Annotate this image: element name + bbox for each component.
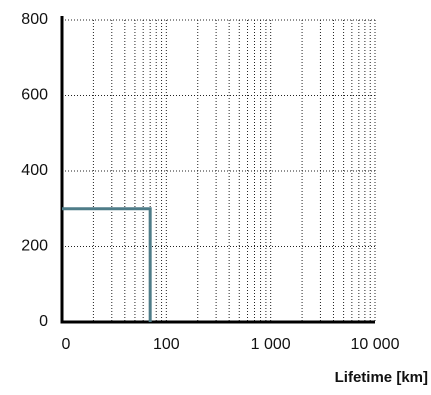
x-axis-label: Lifetime [km] bbox=[335, 369, 428, 386]
line-series bbox=[62, 207, 152, 322]
y-tick-label: 600 bbox=[21, 87, 48, 104]
y-tick-label: 200 bbox=[21, 238, 48, 255]
y-tick-label: 400 bbox=[21, 162, 48, 179]
y-tick-label: 0 bbox=[39, 313, 48, 330]
x-tick-label: 1 000 bbox=[251, 336, 291, 353]
x-tick-label: 100 bbox=[153, 336, 180, 353]
x-tick-label: 10 000 bbox=[351, 336, 400, 353]
x-tick-label: 0 bbox=[62, 336, 71, 353]
y-tick-label: 800 bbox=[21, 11, 48, 28]
